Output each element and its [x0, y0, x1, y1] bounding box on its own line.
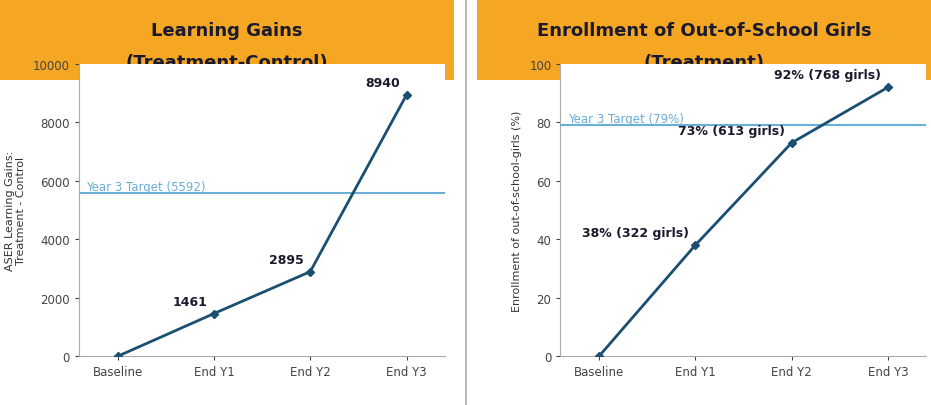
Text: (Treatment-Control): (Treatment-Control) [126, 54, 329, 72]
Text: Learning Gains: Learning Gains [152, 22, 303, 40]
Text: 92% (768 girls): 92% (768 girls) [774, 69, 881, 82]
Text: Year 3 Target (5592): Year 3 Target (5592) [87, 180, 206, 193]
Y-axis label: Enrollment of out-of-school-girls (%): Enrollment of out-of-school-girls (%) [512, 110, 522, 311]
Text: Year 3 Target (79%): Year 3 Target (79%) [568, 113, 683, 126]
Text: Enrollment of Out-of-School Girls: Enrollment of Out-of-School Girls [536, 22, 871, 40]
Text: (Treatment): (Treatment) [643, 54, 764, 72]
Text: 1461: 1461 [172, 295, 208, 308]
Y-axis label: ASER Learning Gains:
Treatment - Control: ASER Learning Gains: Treatment - Control [5, 151, 26, 271]
Text: 2895: 2895 [269, 253, 304, 266]
Text: 8940: 8940 [365, 77, 399, 90]
Text: 73% (613 girls): 73% (613 girls) [678, 125, 785, 138]
Text: 38% (322 girls): 38% (322 girls) [582, 227, 689, 240]
